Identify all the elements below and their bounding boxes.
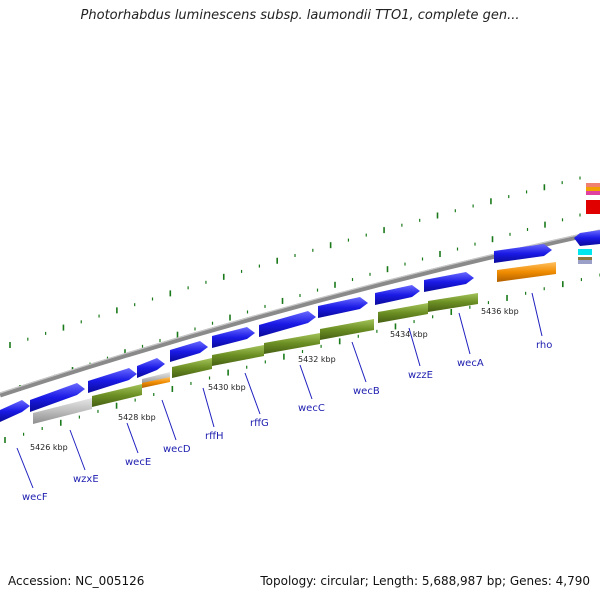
kbp-label: 5428 kbp xyxy=(118,413,156,422)
gene-bar[interactable] xyxy=(320,319,374,340)
gene-bar[interactable] xyxy=(172,358,212,378)
cds-arrow[interactable] xyxy=(30,383,85,412)
kbp-label: 5434 kbp xyxy=(390,330,428,339)
genome-summary: Topology: circular; Length: 5,688,987 bp… xyxy=(260,574,590,588)
cds-arrow[interactable] xyxy=(88,368,137,393)
cds-arrow[interactable] xyxy=(137,358,165,378)
gene-bar[interactable] xyxy=(92,384,142,407)
gene-label-wecF[interactable]: wecF xyxy=(22,492,48,503)
edge-features xyxy=(574,183,600,264)
gene-bar[interactable] xyxy=(497,262,556,282)
gene-label-wecB[interactable]: wecB xyxy=(353,386,380,397)
gene-leader-line xyxy=(408,327,421,367)
gene-bar[interactable] xyxy=(264,333,320,354)
gene-leader-line xyxy=(126,422,139,454)
gene-leader-line xyxy=(202,387,215,428)
gene-label-rffH[interactable]: rffH xyxy=(205,431,224,442)
cds-arrow[interactable] xyxy=(318,297,368,318)
gene-bar[interactable] xyxy=(142,377,170,388)
gene-leader-line xyxy=(161,399,177,441)
cds-arrow[interactable] xyxy=(259,311,316,337)
gene-leader-line xyxy=(531,292,543,337)
gene-bar[interactable] xyxy=(378,303,428,323)
gene-bar[interactable] xyxy=(33,398,92,424)
gene-label-wecE[interactable]: wecE xyxy=(125,457,151,468)
gene-label-rho[interactable]: rho xyxy=(536,340,552,351)
gene-leader-line xyxy=(16,447,34,489)
kbp-label: 5430 kbp xyxy=(208,383,246,392)
gene-label-wecA[interactable]: wecA xyxy=(457,358,484,369)
cds-arrow[interactable] xyxy=(212,327,255,348)
gene-label-wzzE[interactable]: wzzE xyxy=(408,370,433,381)
gene-label-wecC[interactable]: wecC xyxy=(298,403,325,414)
gene-label-wecD[interactable]: wecD xyxy=(163,444,191,455)
accession-text: Accession: NC_005126 xyxy=(8,574,145,588)
gene-bar[interactable] xyxy=(212,345,264,366)
cds-arrow[interactable] xyxy=(170,341,208,362)
gene-leader-line xyxy=(299,364,313,400)
kbp-label: 5436 kbp xyxy=(481,307,519,316)
gene-leader-line xyxy=(244,372,261,415)
tick-rows xyxy=(4,176,600,443)
gene-label-rffG[interactable]: rffG xyxy=(250,418,269,429)
kbp-label: 5432 kbp xyxy=(298,355,336,364)
gene-leader-line xyxy=(69,429,86,471)
cds-arrow[interactable] xyxy=(424,272,474,292)
kbp-label: 5426 kbp xyxy=(30,443,68,452)
map-title: Photorhabdus luminescens subsp. laumondi… xyxy=(80,8,520,23)
cds-arrow[interactable] xyxy=(494,244,552,263)
gene-bar[interactable] xyxy=(142,372,170,384)
cds-arrow[interactable] xyxy=(0,400,30,422)
gene-leader-line xyxy=(458,312,471,355)
gene-label-wzxE[interactable]: wzxE xyxy=(73,474,99,485)
cds-arrow[interactable] xyxy=(375,285,420,305)
gene-leader-line xyxy=(351,341,367,383)
gene-bar[interactable] xyxy=(428,293,478,312)
